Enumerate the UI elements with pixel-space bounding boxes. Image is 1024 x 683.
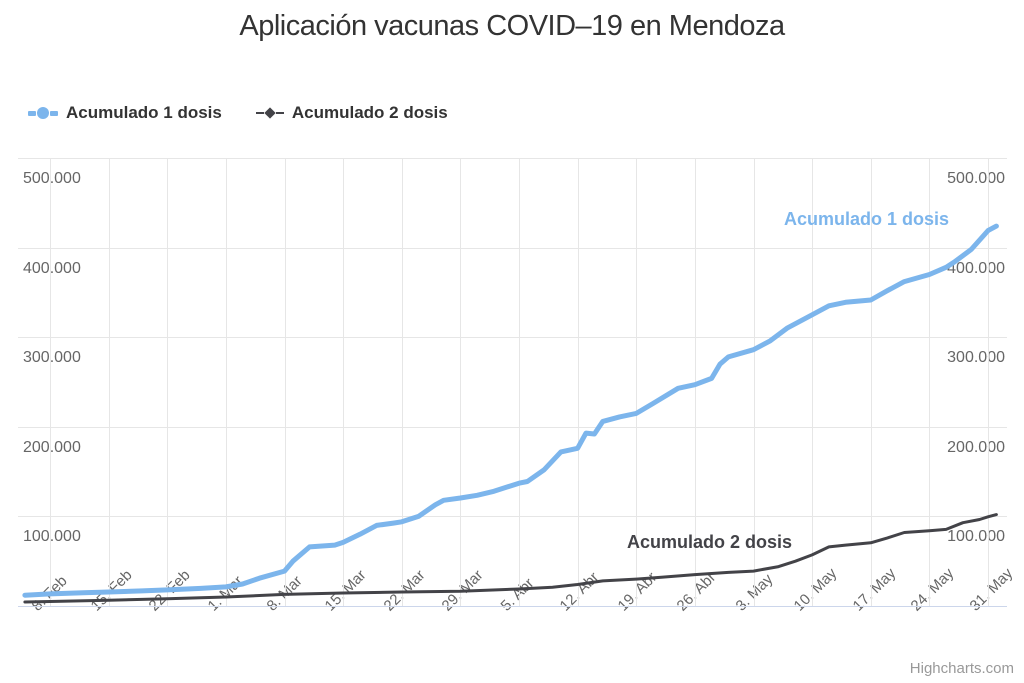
series-label-acumulado-2-dosis: Acumulado 2 dosis <box>627 532 793 552</box>
x-axis-label: 1. Mar <box>204 572 247 615</box>
legend: Acumulado 1 dosis Acumulado 2 dosis <box>28 103 448 123</box>
credits-link[interactable]: Highcharts.com <box>909 660 1014 677</box>
x-axis-label: 12. Abr <box>556 568 602 615</box>
chart-title: Aplicación vacunas COVID–19 en Mendoza <box>239 10 785 42</box>
y-axis-label-left: 200.000 <box>23 439 81 456</box>
x-axis-label: 26. Abr <box>673 568 720 615</box>
legend-label-1-dosis: Acumulado 1 dosis <box>66 103 222 122</box>
x-axis-label: 22. Feb <box>145 566 194 615</box>
y-axis-label-right: 100.000 <box>947 528 1005 545</box>
y-axis-label-right: 500.000 <box>947 170 1005 187</box>
legend-item-acumulado-2-dosis[interactable]: Acumulado 2 dosis <box>255 103 448 123</box>
series-line-acumulado-1-dosis[interactable] <box>22 223 999 598</box>
x-axis-label: 8. Feb <box>28 572 71 615</box>
y-axis-label-left: 100.000 <box>23 528 81 545</box>
x-axis-label: 17. May <box>849 564 900 615</box>
x-axis-label: 19. Abr <box>614 568 661 615</box>
y-axis-label-left: 500.000 <box>23 170 81 187</box>
legend-item-acumulado-1-dosis[interactable]: Acumulado 1 dosis <box>28 103 222 123</box>
y-axis-label-right: 200.000 <box>947 439 1005 456</box>
x-axis-label: 8. Mar <box>263 572 306 615</box>
y-axis-label-right: 300.000 <box>947 349 1005 366</box>
x-axis-label: 24. May <box>907 564 958 615</box>
legend-line-diamond-icon <box>255 105 284 121</box>
x-axis-label: 29. Mar <box>438 566 487 615</box>
x-axis-label: 15. Feb <box>87 566 136 615</box>
legend-line-circle-icon <box>28 105 58 121</box>
x-axis-label: 31. May <box>966 564 1017 615</box>
x-axis-label: 10. May <box>790 564 841 615</box>
y-axis-label-left: 400.000 <box>23 260 81 277</box>
x-axis-label: 15. Mar <box>321 566 370 615</box>
y-axis-label-right: 400.000 <box>947 260 1005 277</box>
series-label-acumulado-1-dosis: Acumulado 1 dosis <box>784 209 950 229</box>
y-axis-label-left: 300.000 <box>23 349 81 366</box>
legend-label-2-dosis: Acumulado 2 dosis <box>291 103 448 122</box>
x-axis-label: 3. May <box>732 570 776 615</box>
x-axis-label: 22. Mar <box>380 566 429 615</box>
x-axis-label: 5. Abr <box>497 574 538 615</box>
